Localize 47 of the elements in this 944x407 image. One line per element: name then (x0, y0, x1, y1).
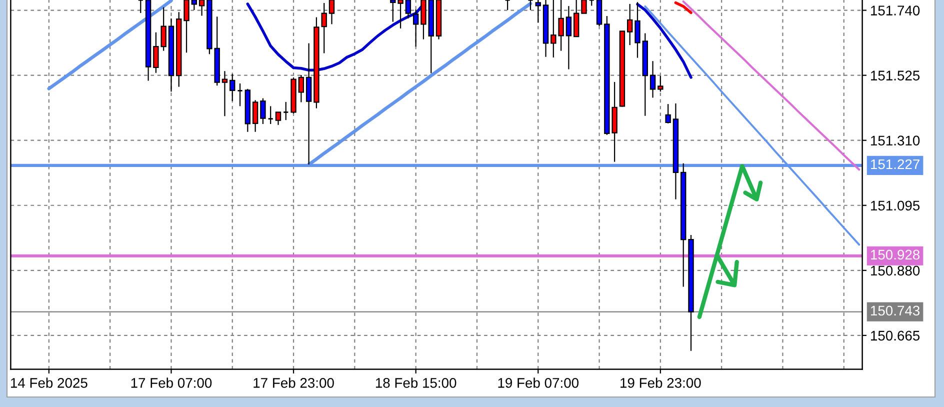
x-tick-label: 17 Feb 07:00 (131, 378, 212, 388)
candlestick (198, 0, 205, 16)
ref-line-label: 150.743 (871, 306, 920, 316)
ref-line-label: 150.928 (871, 250, 920, 260)
candlestick (535, 0, 541, 24)
candlestick (573, 0, 580, 38)
x-tick-label: 14 Feb 2025 (10, 378, 88, 388)
candlestick (230, 74, 236, 102)
candlestick (627, 3, 633, 46)
candlestick (260, 98, 266, 125)
candlestick (138, 0, 144, 14)
candlestick (650, 60, 656, 98)
y-tick-label: 151.310 (871, 136, 920, 146)
candlestick (328, 0, 335, 25)
candlestick (268, 106, 274, 125)
candlestick (412, 8, 419, 48)
candlestick (504, 0, 511, 11)
candlestick (184, 0, 190, 54)
candlestick (405, 0, 412, 20)
line-series (682, 0, 860, 171)
candlestick (237, 82, 244, 107)
x-tick-label: 19 Feb 23:00 (620, 378, 701, 388)
candlestick (665, 103, 671, 124)
candlestick (282, 101, 289, 121)
candlestick (191, 0, 197, 11)
x-tick-label: 17 Feb 23:00 (254, 378, 334, 388)
x-tick-label: 19 Feb 07:00 (498, 378, 579, 388)
y-tick-label: 150.665 (871, 330, 920, 341)
candlestick (581, 0, 587, 14)
candlestick (390, 0, 396, 22)
y-tick-label: 151.740 (871, 6, 920, 16)
candlestick (275, 112, 282, 126)
y-tick-label: 150.880 (871, 266, 920, 276)
candlestick (222, 70, 228, 117)
candlestick (306, 42, 312, 166)
candlestick (658, 75, 664, 92)
x-tick-label: 18 Feb 15:00 (376, 378, 456, 388)
candlestick (566, 5, 572, 70)
candlestick (252, 100, 258, 132)
candlestick (527, 0, 534, 11)
y-tick-label: 151.095 (871, 200, 920, 211)
candlestick (398, 0, 404, 29)
candlestick (634, 2, 640, 58)
ref-line-label: 151.227 (871, 159, 920, 170)
candlestick (298, 74, 304, 103)
line-series (47, 0, 173, 90)
y-tick-label: 151.525 (871, 70, 920, 80)
